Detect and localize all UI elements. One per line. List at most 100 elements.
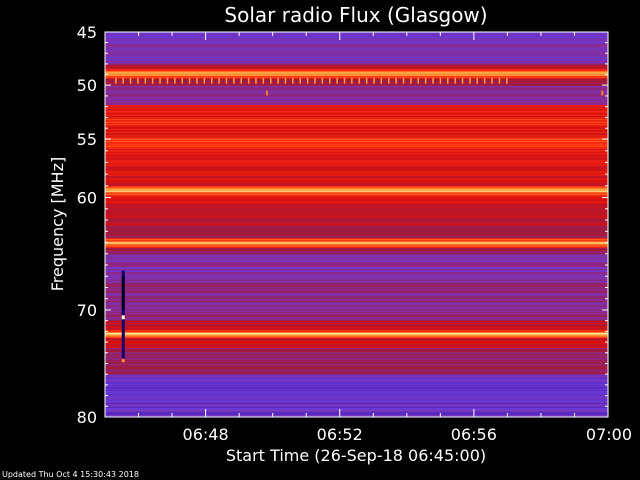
spectrogram-row bbox=[105, 143, 608, 145]
y-tick-label: 80 bbox=[77, 408, 97, 427]
spectrogram-row bbox=[105, 110, 608, 112]
spectrogram-row bbox=[105, 139, 608, 141]
spectrogram-row bbox=[105, 228, 608, 230]
spectrogram-row bbox=[105, 409, 608, 411]
spectrogram-row bbox=[105, 208, 608, 210]
interference-spike bbox=[358, 77, 360, 84]
spectrogram-row bbox=[105, 412, 608, 414]
spectrogram-row bbox=[105, 332, 608, 334]
spectrogram-row bbox=[105, 346, 608, 348]
spectrogram-row bbox=[105, 70, 608, 72]
spectrogram-row bbox=[105, 242, 608, 244]
spectrogram-row bbox=[105, 325, 608, 327]
spectrogram-row bbox=[105, 94, 608, 96]
spectrogram-row bbox=[105, 180, 608, 182]
spectrogram-row bbox=[105, 353, 608, 355]
spectrogram-row bbox=[105, 413, 608, 415]
spectrogram-row bbox=[105, 405, 608, 407]
spectrogram-row bbox=[105, 34, 608, 36]
spectrogram-row bbox=[105, 217, 608, 219]
spectrogram-row bbox=[105, 223, 608, 225]
spectrogram-row bbox=[105, 33, 608, 35]
spectrogram-row bbox=[105, 348, 608, 350]
spectrogram-row bbox=[105, 136, 608, 138]
spectrogram-row bbox=[105, 222, 608, 224]
spectrogram-row bbox=[105, 302, 608, 304]
interference-spike bbox=[329, 77, 331, 84]
spectrogram-row bbox=[105, 390, 608, 392]
spectrogram-row bbox=[105, 273, 608, 275]
spectrogram-row bbox=[105, 341, 608, 343]
spectrogram-row bbox=[105, 263, 608, 265]
spectrogram-row bbox=[105, 281, 608, 283]
interference-spike bbox=[255, 77, 257, 84]
spectrogram-row bbox=[105, 415, 608, 417]
spectrogram-row bbox=[105, 177, 608, 179]
interference-spike bbox=[321, 77, 324, 84]
spectrogram-row bbox=[105, 85, 608, 87]
spectrogram-row bbox=[105, 307, 608, 309]
spectrogram-row bbox=[105, 76, 608, 78]
spectrogram-row bbox=[105, 93, 608, 95]
spectrogram-row bbox=[105, 132, 608, 134]
spectrogram-row bbox=[105, 157, 608, 159]
spectrogram-row bbox=[105, 323, 608, 325]
spectrogram-row bbox=[105, 77, 608, 79]
spectrogram-row bbox=[105, 278, 608, 280]
spectrogram-row bbox=[105, 220, 608, 222]
spectrogram-row bbox=[105, 274, 608, 276]
interference-spike bbox=[336, 77, 338, 84]
spectrogram-row bbox=[105, 46, 608, 48]
interference-spike bbox=[240, 77, 242, 84]
interference-spike bbox=[483, 77, 486, 84]
spectrogram-row bbox=[105, 129, 608, 131]
spectrogram-row bbox=[105, 383, 608, 385]
spectrogram-row bbox=[105, 255, 608, 257]
spectrogram-row bbox=[105, 271, 608, 273]
spectrogram-row bbox=[105, 380, 608, 382]
spectrogram-row bbox=[105, 108, 608, 110]
spectrogram-row bbox=[105, 107, 608, 109]
x-tick-label: 06:52 bbox=[317, 425, 363, 444]
spectrogram-row bbox=[105, 232, 608, 234]
spectrogram-row bbox=[105, 49, 608, 51]
spectrogram-row bbox=[105, 63, 608, 65]
y-tick-label: 45 bbox=[77, 23, 97, 42]
spectrogram-row bbox=[105, 172, 608, 174]
spectrogram-row bbox=[105, 370, 608, 372]
spectrogram-row bbox=[105, 64, 608, 66]
interference-spike bbox=[410, 77, 412, 84]
spectrogram-row bbox=[105, 358, 608, 360]
spectrogram-row bbox=[105, 254, 608, 256]
spectrogram-row bbox=[105, 321, 608, 323]
interference-spike bbox=[277, 77, 279, 84]
spectrogram-row bbox=[105, 167, 608, 169]
interference-spike bbox=[166, 77, 169, 84]
spectrogram-row bbox=[105, 140, 608, 142]
spectrogram-row bbox=[105, 45, 608, 47]
spectrogram-row bbox=[105, 135, 608, 137]
spectrogram-row bbox=[105, 35, 608, 37]
spectrogram-row bbox=[105, 408, 608, 410]
spectrogram-row bbox=[105, 233, 608, 235]
interference-spike bbox=[159, 77, 161, 84]
spectrogram-row bbox=[105, 168, 608, 170]
spectrogram-row bbox=[105, 268, 608, 270]
spectrogram-row bbox=[105, 292, 608, 294]
spectrogram-row bbox=[105, 284, 608, 286]
spectrogram-row bbox=[105, 327, 608, 329]
y-tick-label: 55 bbox=[77, 130, 97, 149]
spectrogram-row bbox=[105, 185, 608, 187]
interference-spike bbox=[151, 77, 154, 84]
spectrogram-row bbox=[105, 193, 608, 195]
spectrogram-row bbox=[105, 122, 608, 124]
spectrogram-row bbox=[105, 81, 608, 83]
spectrogram-row bbox=[105, 365, 608, 367]
spectrogram-row bbox=[105, 187, 608, 189]
spectrogram-row bbox=[105, 248, 608, 250]
spectrogram-row bbox=[105, 366, 608, 368]
spectrogram-row bbox=[105, 359, 608, 361]
spectrogram-row bbox=[105, 212, 608, 214]
spectrogram-row bbox=[105, 131, 608, 133]
spectrogram-row bbox=[105, 142, 608, 144]
